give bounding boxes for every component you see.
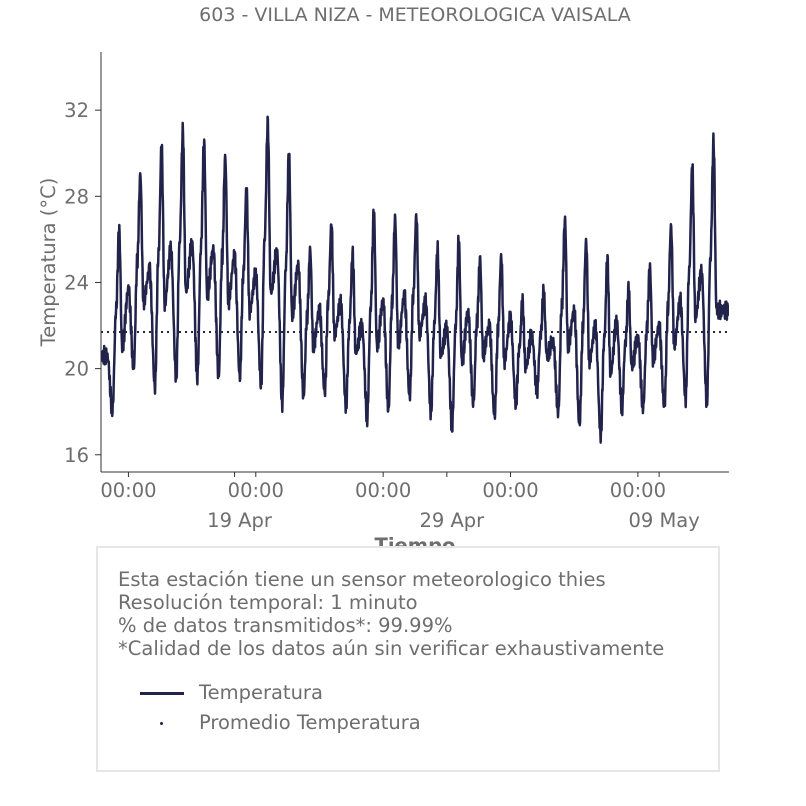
x-tick-label-time: 00:00 (482, 479, 538, 502)
series-temperature-line (101, 115, 729, 444)
info-box: Esta estación tiene un sensor meteorolog… (96, 546, 720, 772)
info-line-resolution: Resolución temporal: 1 minuto (118, 591, 418, 614)
y-tick-label: 32 (64, 99, 89, 122)
y-tick-label: 16 (64, 444, 89, 467)
y-tick-label: 28 (64, 185, 89, 208)
x-tick-label-time: 00:00 (228, 479, 284, 502)
info-line-quality-note: *Calidad de los datos aún sin verificar … (118, 637, 665, 660)
x-tick-label-date: 09 May (628, 509, 699, 532)
chart-svg: 603 - VILLA NIZA - METEOROLOGICA VAISALA… (37, 4, 729, 557)
x-tick-label-time: 00:00 (355, 479, 411, 502)
y-tick-label: 20 (64, 358, 89, 381)
legend-label-temperature: Temperatura (199, 681, 323, 704)
info-line-station: Esta estación tiene un sensor meteorolog… (118, 568, 606, 591)
legend-line-temperature (140, 692, 184, 695)
legend-label-average: Promedio Temperatura (199, 711, 421, 734)
x-tick-label-date: 19 Apr (207, 509, 273, 532)
x-tick-label-time: 00:00 (610, 479, 666, 502)
y-tick-label: 24 (64, 271, 89, 294)
y-axis-label: Temperatura (°C) (37, 178, 60, 348)
info-line-transmitted: % de datos transmitidos*: 99.99% (118, 614, 453, 637)
x-axis-label: Tiempo (375, 534, 456, 546)
x-tick-label-time: 00:00 (100, 479, 156, 502)
legend-dot-average (160, 722, 163, 725)
x-tick-label-date: 29 Apr (419, 509, 485, 532)
chart-title: 603 - VILLA NIZA - METEOROLOGICA VAISALA (199, 4, 631, 26)
